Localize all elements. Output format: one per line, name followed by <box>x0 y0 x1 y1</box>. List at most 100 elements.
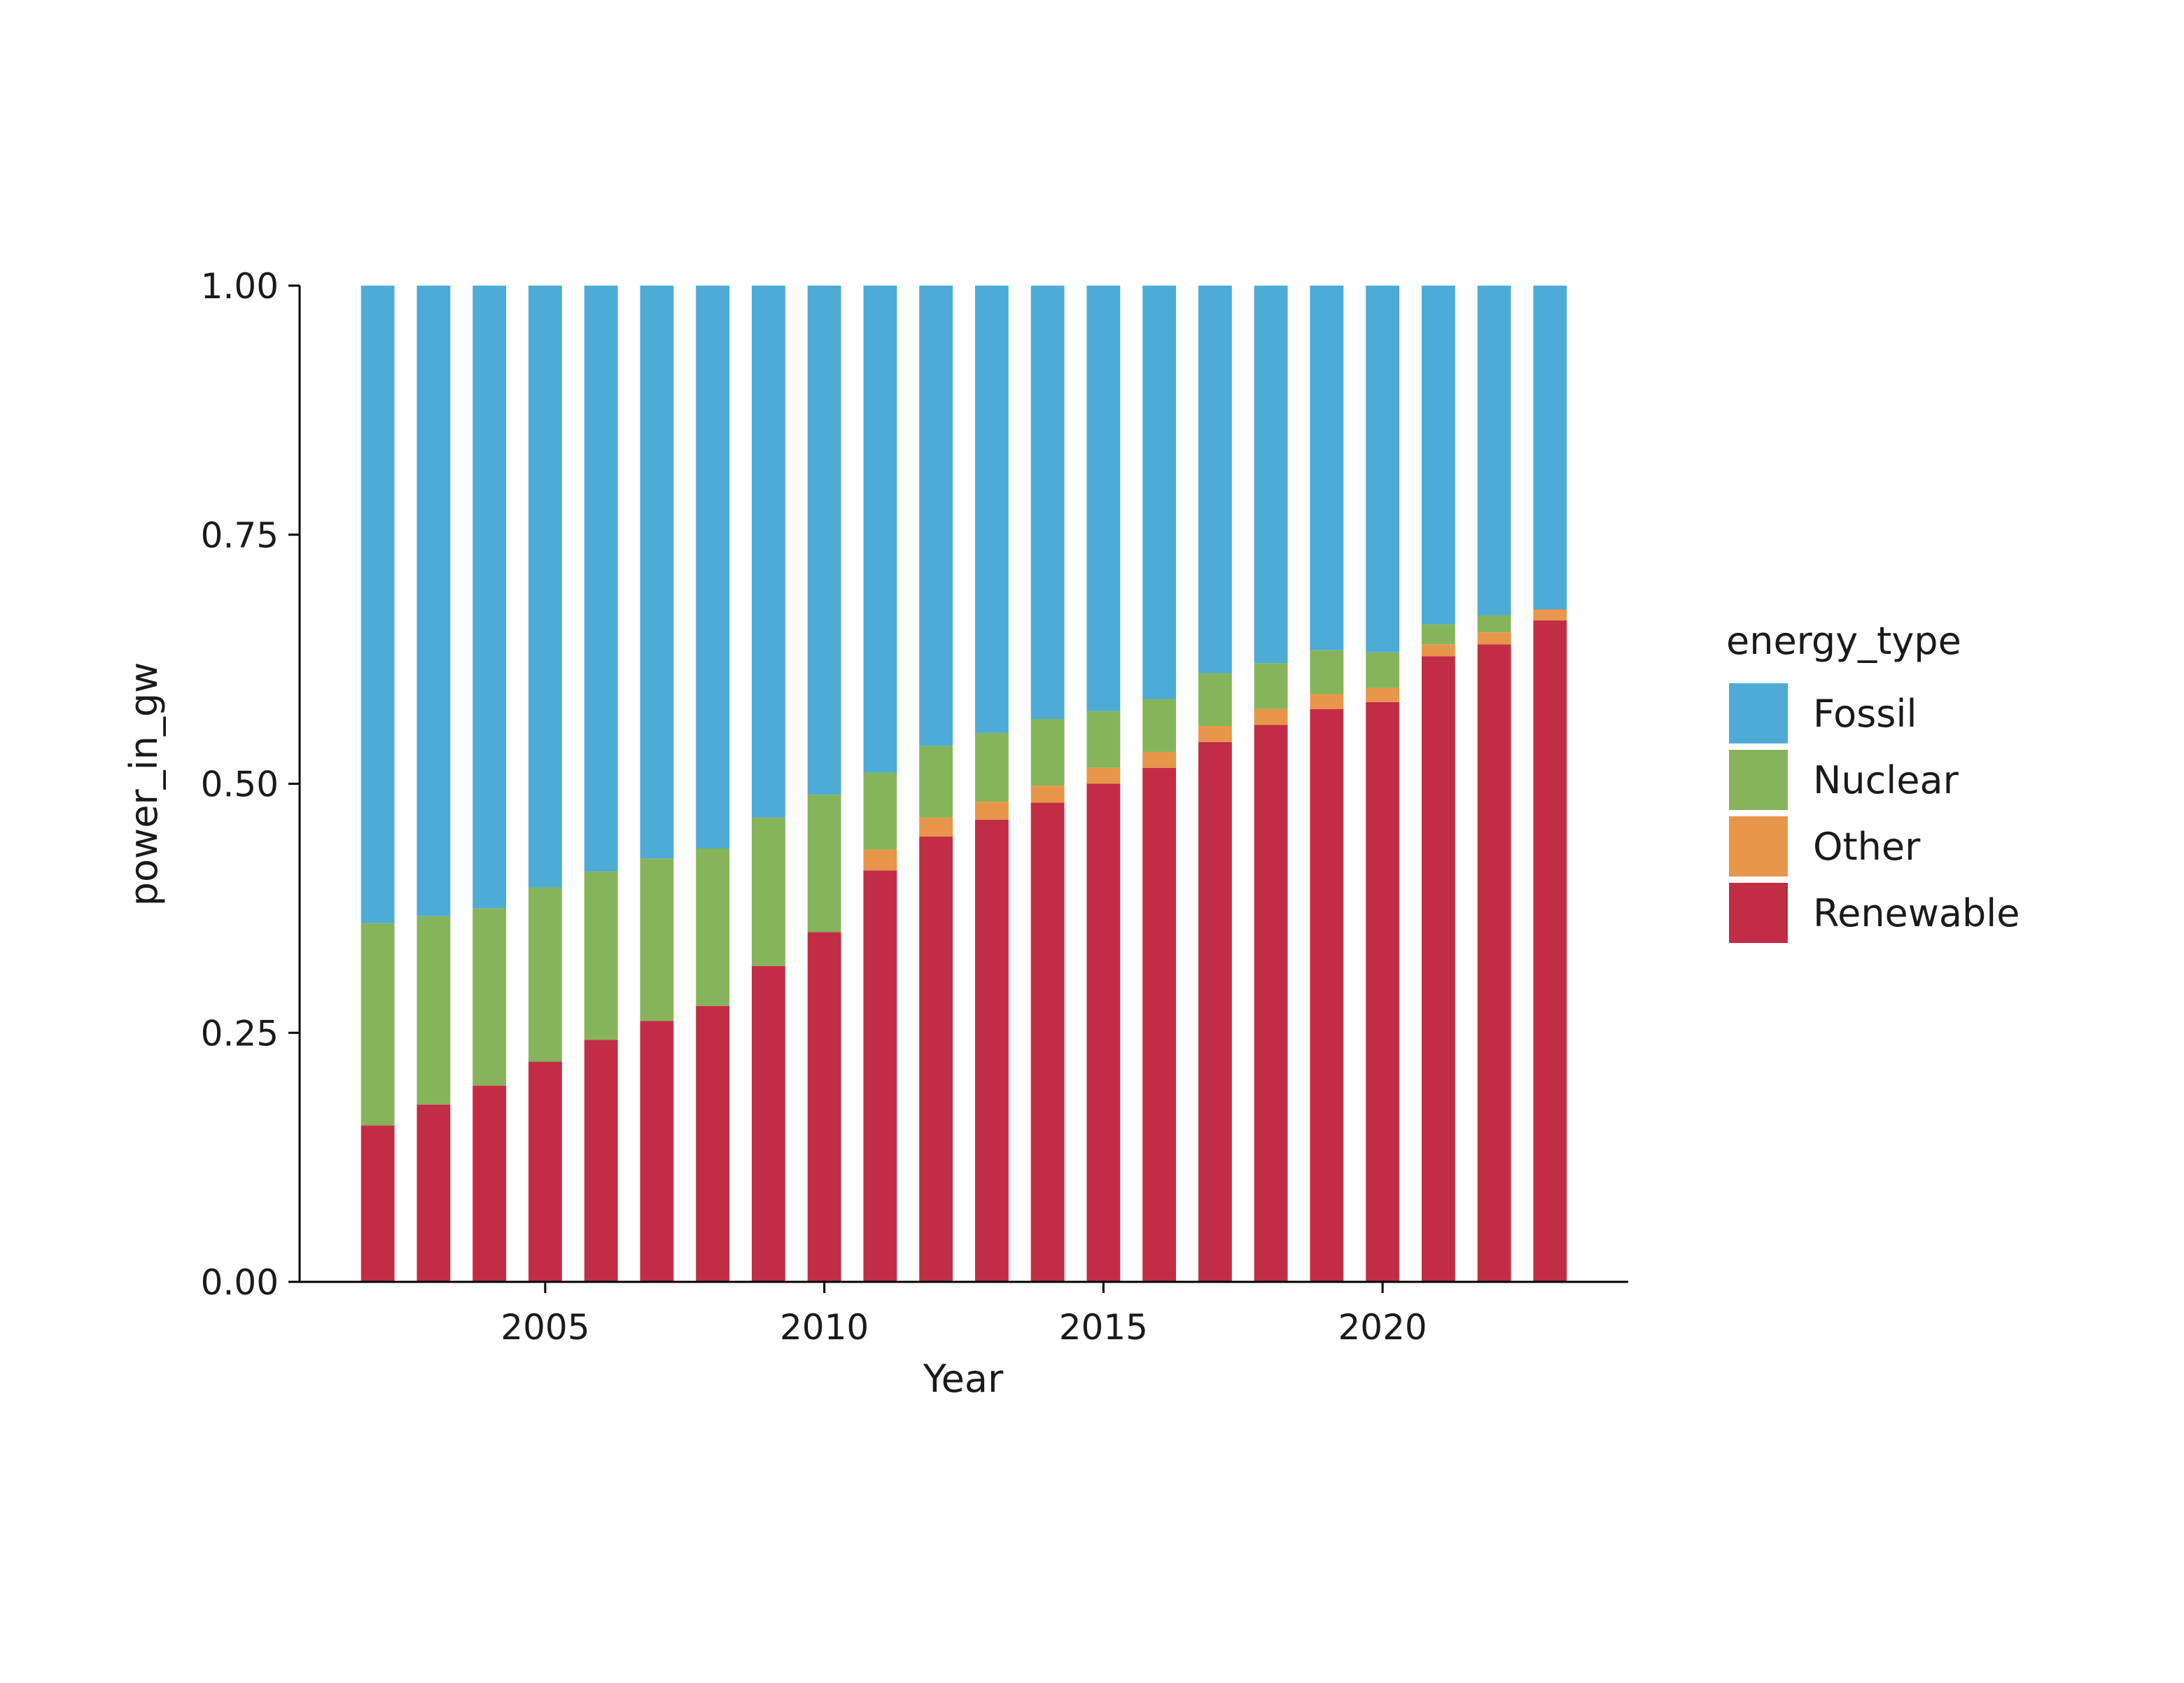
bar-nuclear-2017 <box>1198 673 1232 726</box>
bar-fossil-2012 <box>919 286 953 746</box>
bar-fossil-2019 <box>1310 286 1344 650</box>
bar-other-2013 <box>974 802 1009 820</box>
bar-renewable-2009 <box>751 965 785 1282</box>
legend-label-nuclear: Nuclear <box>1813 758 1959 802</box>
bar-nuclear-2011 <box>863 772 897 850</box>
bar-fossil-2009 <box>751 286 785 818</box>
bar-fossil-2006 <box>584 286 618 872</box>
bar-renewable-2002 <box>360 1125 395 1282</box>
bar-other-2017 <box>1198 725 1232 742</box>
bar-fossil-2008 <box>696 286 730 849</box>
legend-label-other: Other <box>1813 825 1921 869</box>
y-tick-label: 0.25 <box>201 1013 279 1054</box>
bar-renewable-2004 <box>472 1085 507 1282</box>
bars-layer <box>360 286 1567 1282</box>
bar-renewable-2005 <box>528 1061 562 1282</box>
y-tick-label: 1.00 <box>201 266 279 307</box>
bar-renewable-2008 <box>696 1005 730 1282</box>
bar-fossil-2022 <box>1477 286 1511 616</box>
bar-renewable-2020 <box>1366 701 1400 1282</box>
bar-nuclear-2007 <box>640 858 674 1021</box>
bar-other-2020 <box>1366 687 1400 702</box>
legend-label-fossil: Fossil <box>1813 692 1917 736</box>
y-tick-label: 0.75 <box>201 515 279 556</box>
bar-fossil-2010 <box>807 286 841 795</box>
y-tick-label: 0.00 <box>201 1262 279 1303</box>
bar-fossil-2011 <box>863 286 897 773</box>
x-tick-label: 2010 <box>780 1307 869 1348</box>
bar-fossil-2021 <box>1421 286 1455 624</box>
bar-renewable-2023 <box>1533 620 1567 1282</box>
bar-nuclear-2019 <box>1310 650 1344 694</box>
legend-swatch-other <box>1729 816 1788 877</box>
bar-other-2021 <box>1421 644 1455 657</box>
bar-renewable-2022 <box>1477 644 1511 1282</box>
bar-renewable-2007 <box>640 1021 674 1282</box>
bar-nuclear-2004 <box>472 908 507 1086</box>
axes-layer: 0.00 0.25 0.50 0.75 1.00 2005 2010 2015 2020 <box>201 266 1628 1348</box>
bar-nuclear-2003 <box>416 916 451 1105</box>
bar-renewable-2019 <box>1310 708 1344 1282</box>
y-tick-label: 0.50 <box>201 764 279 805</box>
bar-other-2014 <box>1030 785 1065 803</box>
bar-renewable-2011 <box>863 870 897 1282</box>
bar-fossil-2007 <box>640 286 674 859</box>
bar-renewable-2010 <box>807 932 841 1282</box>
x-tick-label: 2020 <box>1338 1307 1427 1348</box>
bar-renewable-2015 <box>1086 783 1121 1282</box>
y-axis-title: power_in_gw <box>122 662 166 907</box>
bar-other-2015 <box>1086 767 1121 784</box>
bar-other-2012 <box>919 817 953 837</box>
bar-renewable-2014 <box>1030 802 1065 1282</box>
bar-renewable-2016 <box>1142 767 1177 1282</box>
bar-other-2018 <box>1254 708 1288 725</box>
bar-fossil-2004 <box>472 286 507 909</box>
bar-fossil-2002 <box>360 286 395 923</box>
legend-swatch-fossil <box>1729 683 1788 743</box>
x-tick-label: 2005 <box>500 1307 589 1348</box>
bar-fossil-2013 <box>974 286 1009 733</box>
bar-nuclear-2006 <box>584 871 618 1040</box>
legend-label-renewable: Renewable <box>1813 891 2020 935</box>
bar-fossil-2020 <box>1366 286 1400 652</box>
bar-renewable-2006 <box>584 1040 618 1282</box>
x-axis-title: Year <box>923 1357 1004 1401</box>
bar-other-2023 <box>1533 609 1567 621</box>
bar-renewable-2021 <box>1421 656 1455 1282</box>
bar-nuclear-2005 <box>528 887 562 1062</box>
legend-swatch-nuclear <box>1729 750 1788 810</box>
legend-swatch-renewable <box>1729 883 1788 943</box>
bar-fossil-2017 <box>1198 286 1232 673</box>
bar-nuclear-2022 <box>1477 615 1511 633</box>
bar-renewable-2018 <box>1254 725 1288 1282</box>
bar-nuclear-2018 <box>1254 663 1288 709</box>
bar-fossil-2023 <box>1533 286 1567 610</box>
bar-other-2022 <box>1477 632 1511 645</box>
legend: energy_type Fossil Nuclear Other Renewable <box>1726 619 2020 943</box>
bar-fossil-2015 <box>1086 286 1121 711</box>
legend-title: energy_type <box>1726 619 1961 663</box>
bar-fossil-2016 <box>1142 286 1177 699</box>
bar-nuclear-2016 <box>1142 699 1177 752</box>
bar-other-2016 <box>1142 751 1177 768</box>
bar-renewable-2012 <box>919 836 953 1282</box>
bar-fossil-2018 <box>1254 286 1288 664</box>
bar-other-2011 <box>863 849 897 871</box>
bar-nuclear-2013 <box>974 732 1009 802</box>
bar-nuclear-2020 <box>1366 652 1400 688</box>
bar-fossil-2014 <box>1030 286 1065 720</box>
bar-fossil-2005 <box>528 286 562 888</box>
bar-nuclear-2009 <box>751 817 785 966</box>
bar-nuclear-2021 <box>1421 624 1455 645</box>
bar-other-2019 <box>1310 694 1344 709</box>
bar-fossil-2003 <box>416 286 451 916</box>
bar-renewable-2017 <box>1198 741 1232 1282</box>
bar-nuclear-2010 <box>807 795 841 933</box>
bar-renewable-2013 <box>974 819 1009 1282</box>
x-tick-label: 2015 <box>1059 1307 1148 1348</box>
bar-nuclear-2014 <box>1030 719 1065 786</box>
bar-nuclear-2012 <box>919 746 953 818</box>
bar-nuclear-2015 <box>1086 711 1121 768</box>
